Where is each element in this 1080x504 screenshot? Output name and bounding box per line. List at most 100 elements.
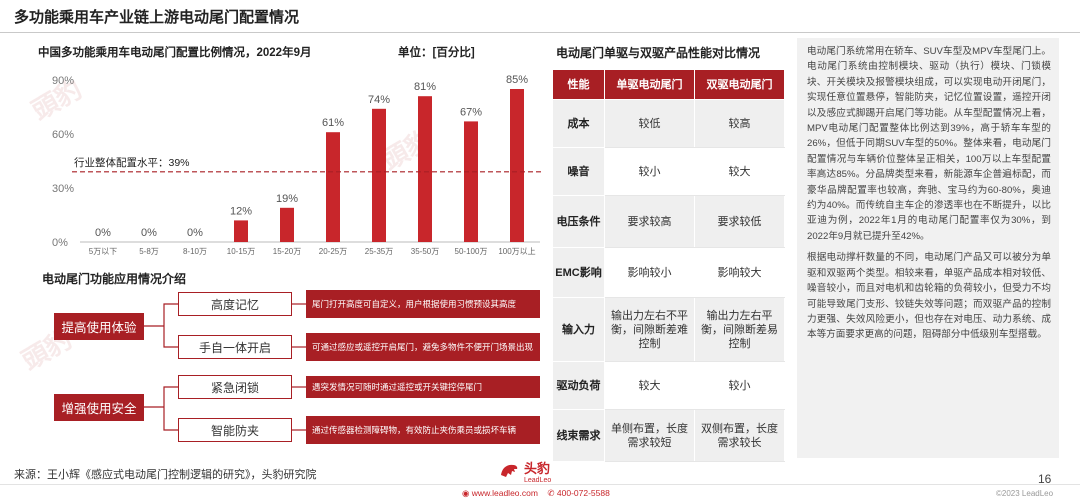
- single-drive-cell: 输出力左右不平衡，间隙断差难控制: [604, 297, 695, 362]
- website-link[interactable]: www.leadleo.com: [471, 488, 538, 498]
- bar: [280, 207, 294, 242]
- row-label: 线束需求: [552, 409, 605, 462]
- table-row: 成本 较低 较高: [552, 99, 785, 148]
- single-drive-cell: 较小: [604, 147, 695, 196]
- x-tick-label: 25-35万: [365, 247, 393, 256]
- row-label: 成本: [552, 99, 605, 148]
- bar-value-label: 0%: [141, 227, 157, 239]
- chart-title: 中国多功能乘用车电动尾门配置比例情况，2022年9月: [38, 47, 312, 59]
- dual-drive-cell: 双侧布置，长度需求较长: [694, 409, 785, 462]
- bar: [464, 121, 478, 242]
- source-note: 来源：王小辉《感应式电动尾门控制逻辑的研究》，头豹研究院: [14, 469, 317, 481]
- row-label: EMC影响: [552, 247, 605, 298]
- title-divider: [0, 32, 1080, 33]
- description-emergency-lock: 遇突发情况可随时通过遥控或开关键控停尾门: [306, 376, 540, 398]
- footer-contact: ◉ www.leadleo.com ✆ 400-072-5588: [462, 488, 610, 499]
- bar-value-label: 0%: [95, 227, 111, 239]
- row-label: 输入力: [552, 297, 605, 362]
- bar-value-label: 74%: [368, 94, 390, 106]
- single-drive-cell: 要求较高: [604, 195, 695, 248]
- row-label: 电压条件: [552, 195, 605, 248]
- bar-value-label: 67%: [460, 106, 482, 118]
- bar: [326, 132, 340, 242]
- table-row: 电压条件 要求较高 要求较低: [552, 195, 785, 248]
- dual-drive-cell: 较大: [694, 147, 785, 196]
- summary-paragraph: 电动尾门系统常用在轿车、SUV车型及MPV车型尾门上。电动尾门系统由控制模块、驱…: [807, 46, 1051, 242]
- bar: [510, 89, 524, 242]
- copyright: ©2023 LeadLeo: [996, 489, 1054, 498]
- logo-text: 头豹: [524, 461, 551, 476]
- bar-value-label: 61%: [322, 117, 344, 129]
- x-tick-label: 5-8万: [139, 247, 159, 256]
- single-drive-cell: 影响较小: [604, 247, 695, 298]
- y-tick-label: 0%: [52, 237, 68, 249]
- x-tick-label: 5万以下: [89, 247, 117, 256]
- summary-panel: 电动尾门系统常用在轿车、SUV车型及MPV车型尾门上。电动尾门系统由控制模块、驱…: [797, 38, 1059, 458]
- description-height-memory: 尾门打开高度可自定义，用户根据使用习惯预设其高度: [306, 290, 540, 318]
- leopard-logo-icon: [501, 464, 518, 477]
- row-label: 驱动负荷: [552, 361, 605, 410]
- page-title: 多功能乘用车产业链上游电动尾门配置情况: [14, 9, 300, 26]
- table-row: EMC影响 影响较小 影响较大: [552, 247, 785, 298]
- y-tick-label: 90%: [52, 75, 74, 87]
- single-drive-cell: 较大: [604, 361, 695, 410]
- bar-value-label: 0%: [187, 227, 203, 239]
- footer-divider: [0, 484, 1080, 485]
- dual-drive-cell: 较小: [694, 361, 785, 410]
- dual-drive-cell: 影响较大: [694, 247, 785, 298]
- dual-drive-cell: 输出力左右平衡，间隙断差易控制: [694, 297, 785, 362]
- connector-group-2: [144, 386, 178, 431]
- header-cell: 双驱电动尾门: [694, 69, 785, 100]
- table-row: 驱动负荷 较大 较小: [552, 361, 785, 410]
- dual-drive-cell: 较高: [694, 99, 785, 148]
- connector-group-1: [144, 303, 178, 348]
- single-drive-cell: 较低: [604, 99, 695, 148]
- x-tick-label: 15-20万: [273, 247, 301, 256]
- x-tick-label: 35-50万: [411, 247, 439, 256]
- table-header-row: 性能 单驱电动尾门 双驱电动尾门: [552, 69, 785, 100]
- feature-emergency-lock: 紧急闭锁: [178, 375, 292, 399]
- phone-number: 400-072-5588: [556, 488, 610, 498]
- comparison-table: 性能 单驱电动尾门 双驱电动尾门 成本 较低 较高 噪音 较小 较大 电压条件 …: [552, 69, 785, 462]
- chart-unit: 单位：[百分比]: [398, 47, 475, 59]
- function-diagram: 提高使用体验 增强使用安全 高度记忆 手自一体开启 紧急闭锁 智能防夹 尾门打开…: [0, 0, 545, 460]
- bar: [234, 220, 248, 242]
- description-manual-auto-open: 可通过感应或遥控开启尾门，避免多物件不便开门场景出现: [306, 333, 540, 361]
- header-cell: 性能: [552, 69, 605, 100]
- description-anti-pinch: 通过传感器检测障碍物，有效防止夹伤乘员或损坏车辆: [306, 416, 540, 444]
- header-cell: 单驱电动尾门: [604, 69, 695, 100]
- x-tick-label: 8-10万: [183, 247, 207, 256]
- functions-title: 电动尾门功能应用情况介绍: [42, 272, 187, 286]
- bar-chart: 0% 30% 60% 90% 0% 5万以下 0% 5-8万 0% 8-10万 12% 10-15万 1…: [52, 74, 542, 256]
- summary-paragraph: 根据电动撑杆数量的不同，电动尾门产品又可以被分为单驱和双驱两个类型。相较来看，单…: [807, 252, 1051, 341]
- table-row: 输入力 输出力左右不平衡，间隙断差难控制 输出力左右平衡，间隙断差易控制: [552, 297, 785, 362]
- x-tick-label: 20-25万: [319, 247, 347, 256]
- y-tick-label: 30%: [52, 183, 74, 195]
- feature-height-memory: 高度记忆: [178, 292, 292, 316]
- connector-lines: [144, 303, 306, 431]
- bar-value-label: 19%: [276, 193, 298, 205]
- dual-drive-cell: 要求较低: [694, 195, 785, 248]
- bar-value-label: 85%: [506, 74, 528, 86]
- table-row: 线束需求 单侧布置，长度需求较短 双侧布置，长度需求较长: [552, 409, 785, 462]
- feature-anti-pinch: 智能防夹: [178, 418, 292, 442]
- bar-value-label: 81%: [414, 81, 436, 93]
- single-drive-cell: 单侧布置，长度需求较短: [604, 409, 695, 462]
- globe-icon: ◉: [462, 488, 470, 498]
- x-tick-label: 100万以上: [498, 247, 535, 256]
- bar: [418, 96, 432, 242]
- comparison-title: 电动尾门单驱与双驱产品性能对比情况: [556, 46, 761, 60]
- page-number: 16: [1038, 472, 1052, 486]
- bar-value-label: 12%: [230, 205, 252, 217]
- bar: [372, 108, 386, 242]
- row-label: 噪音: [552, 147, 605, 196]
- y-tick-label: 60%: [52, 129, 74, 141]
- logo-subtext: LeadLeo: [524, 477, 552, 484]
- phone-icon: ✆: [547, 488, 555, 498]
- category-enhance-safety: 增强使用安全: [54, 394, 144, 421]
- brand-logo: 头豹 LeadLeo: [498, 458, 551, 484]
- feature-manual-auto-open: 手自一体开启: [178, 335, 292, 359]
- table-row: 噪音 较小 较大: [552, 147, 785, 196]
- x-tick-label: 50-100万: [455, 247, 488, 256]
- category-improve-experience: 提高使用体验: [54, 313, 144, 340]
